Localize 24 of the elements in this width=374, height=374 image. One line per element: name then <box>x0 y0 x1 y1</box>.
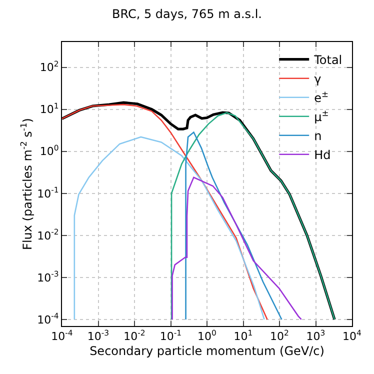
legend-label: Total <box>313 53 342 68</box>
y-tick-label: 10$^{0}$ <box>40 144 59 158</box>
legend-label: μ$^{±}$ <box>314 108 329 124</box>
chart-title: BRC, 5 days, 765 m a.s.l. <box>112 6 262 21</box>
x-tick-label: 10$^{-1}$ <box>160 328 182 344</box>
y-tick-label: 10$^{-2}$ <box>37 228 59 242</box>
y-tick-label: 10$^{-1}$ <box>37 186 59 200</box>
x-tick-label: 10$^{2}$ <box>270 328 290 344</box>
y-tick-label: 10$^{-4}$ <box>37 312 59 326</box>
x-tick-label: 10$^{-2}$ <box>124 328 146 344</box>
legend-label: n <box>314 129 322 144</box>
legend-label: e$^{±}$ <box>314 88 329 106</box>
x-tick-label: 10$^{-3}$ <box>87 328 110 344</box>
x-tick-label: 10$^{-4}$ <box>51 328 73 344</box>
y-tick-label: 10$^{1}$ <box>40 102 59 116</box>
y-tick-label: 10$^{-3}$ <box>37 270 59 284</box>
x-tick-label: 10$^{4}$ <box>342 328 362 344</box>
legend-label: γ <box>314 72 322 86</box>
x-tick-label: 10$^{0}$ <box>198 328 217 344</box>
x-axis-title: Secondary particle momentum (GeV/c) <box>90 344 324 358</box>
x-tick-label: 10$^{1}$ <box>234 328 253 344</box>
legend-label: Hd <box>314 148 331 162</box>
y-tick-label: 10$^{2}$ <box>40 60 59 74</box>
x-tick-label: 10$^{3}$ <box>306 328 326 344</box>
